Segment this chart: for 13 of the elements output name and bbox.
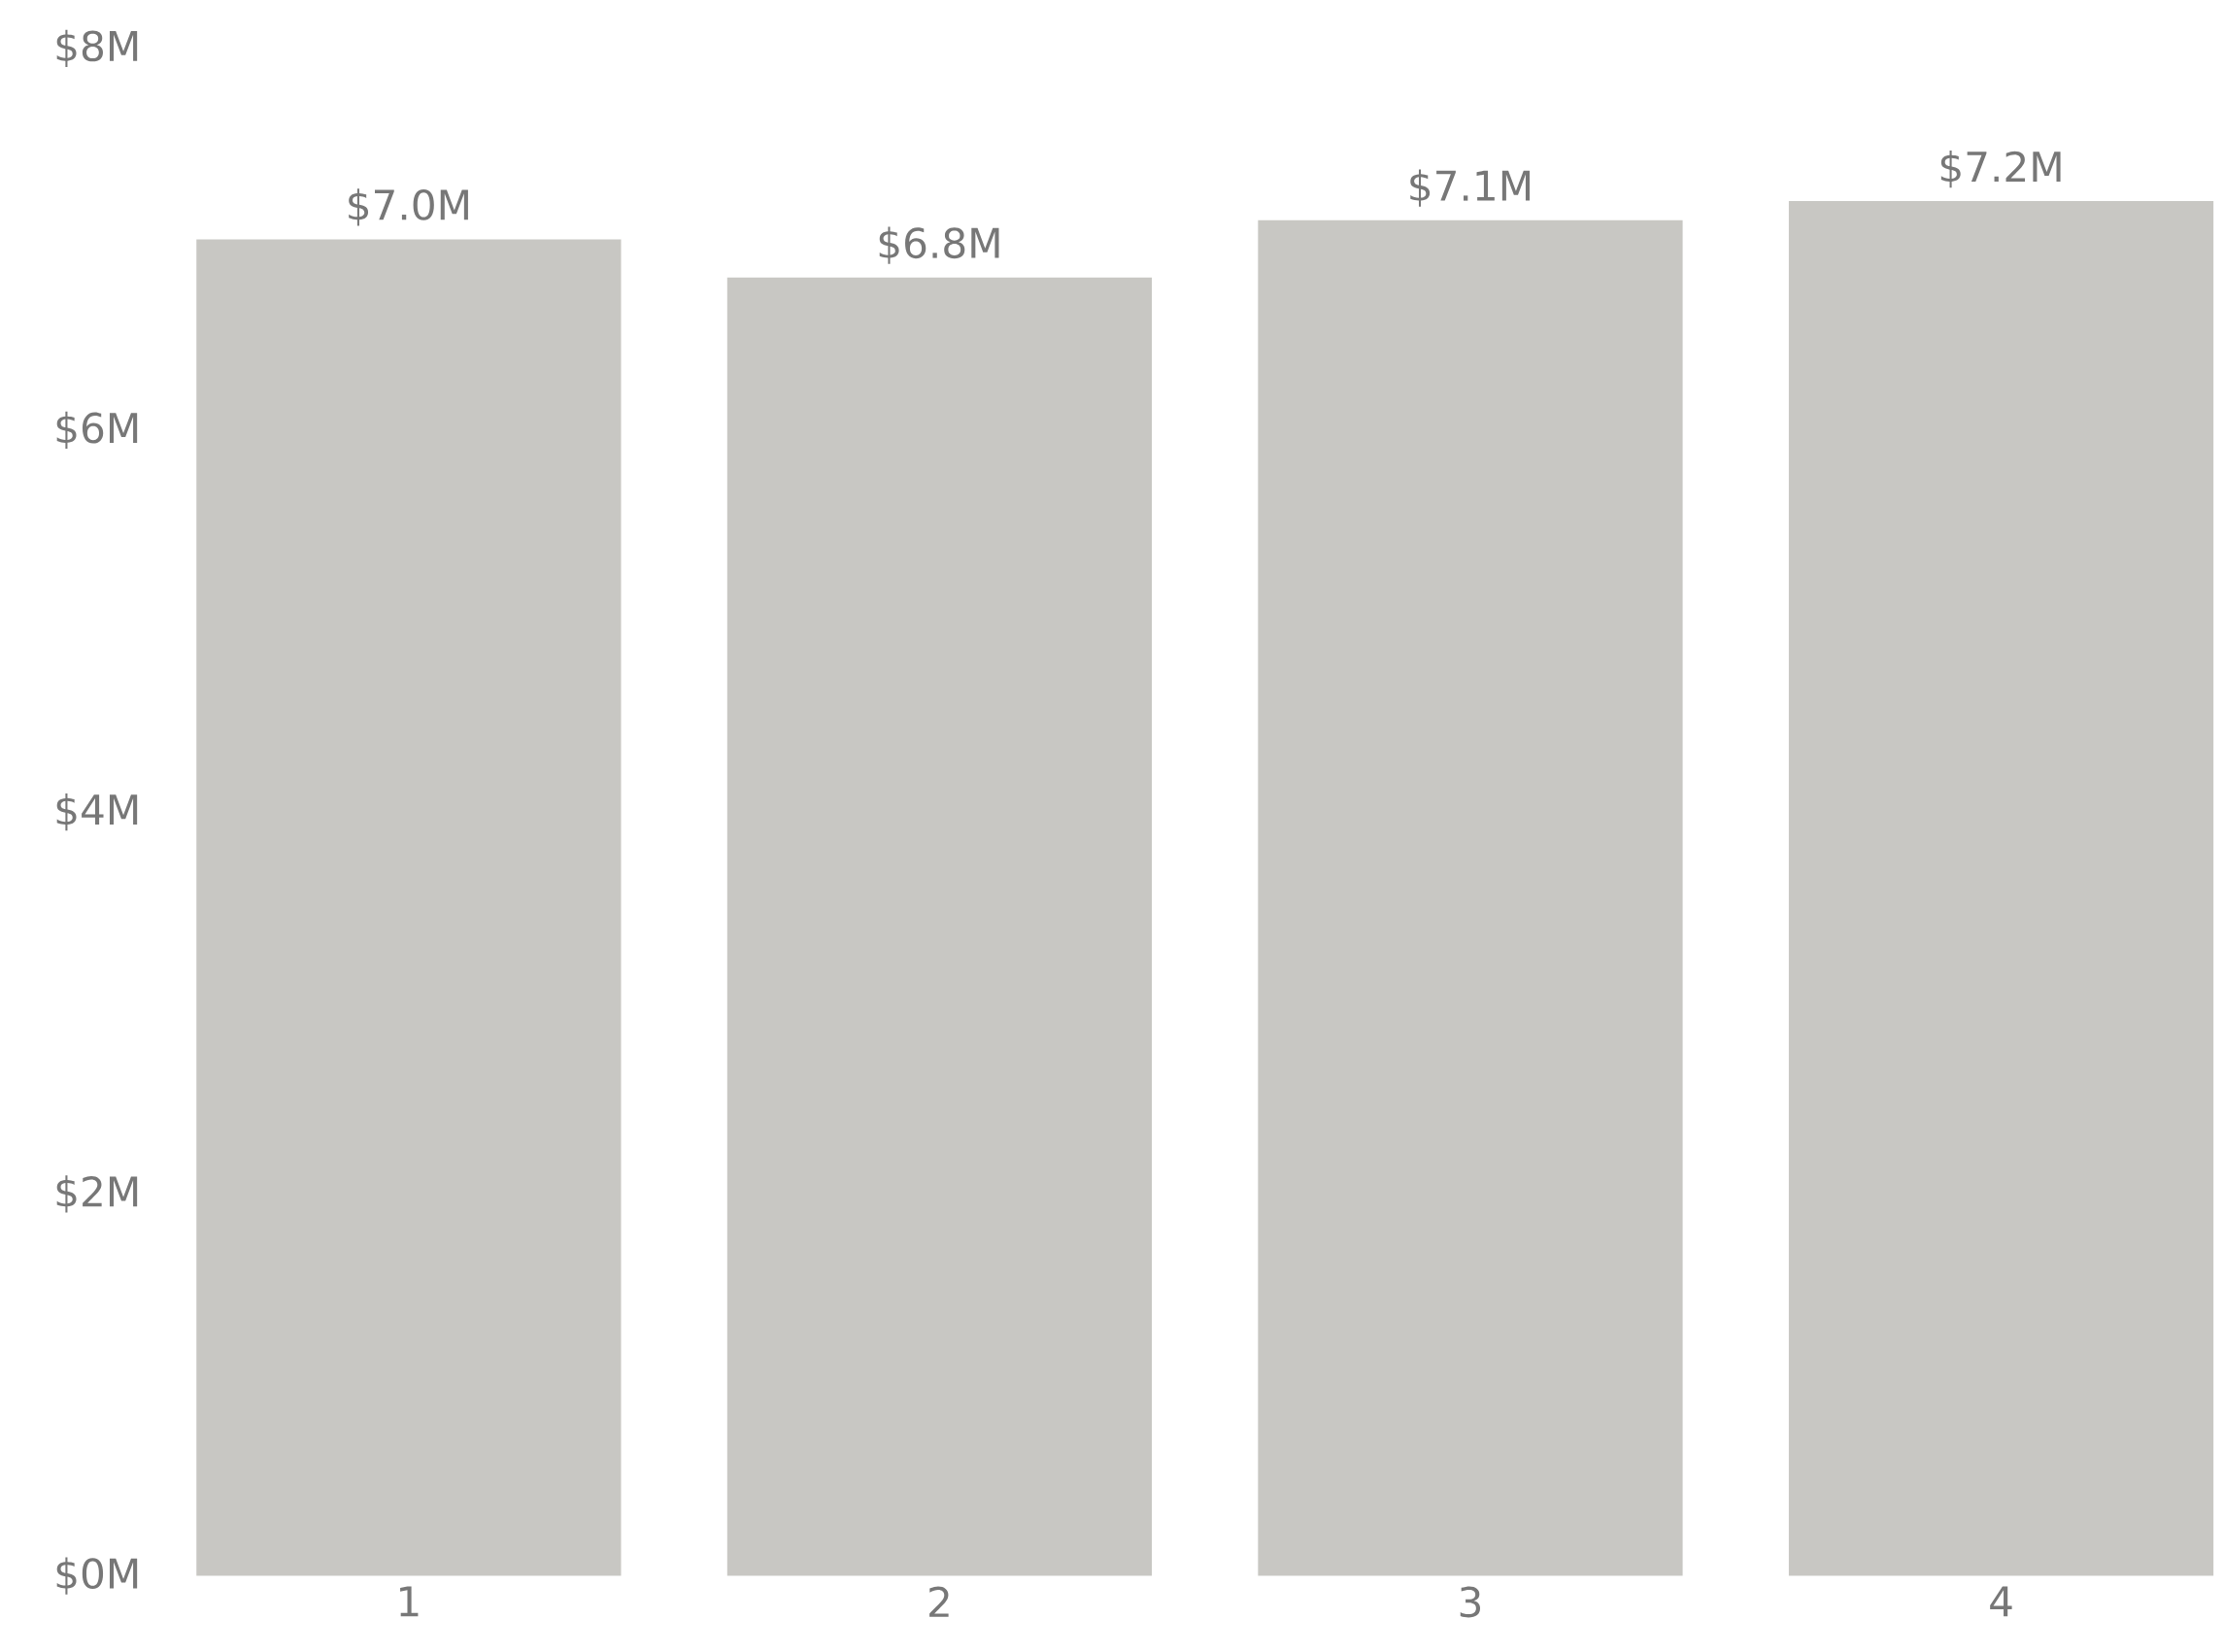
x-tick-label: 3 xyxy=(1460,1586,1481,1618)
x-tick-label: 1 xyxy=(400,1586,419,1617)
y-tick-label: $6M xyxy=(56,411,138,449)
data-label: $7.1M xyxy=(1410,169,1531,207)
y-tick-label: $2M xyxy=(56,1175,138,1213)
x-tick-label: 4 xyxy=(1990,1586,2012,1617)
data-label: $7.2M xyxy=(1940,150,2061,187)
y-tick-label: $4M xyxy=(56,792,138,831)
y-tick-label: $0M xyxy=(56,1557,138,1595)
y-tick-label: $8M xyxy=(56,29,138,67)
data-label: $6.8M xyxy=(879,226,999,264)
data-label: $7.0M xyxy=(349,187,468,226)
x-tick-label: 2 xyxy=(929,1586,949,1617)
